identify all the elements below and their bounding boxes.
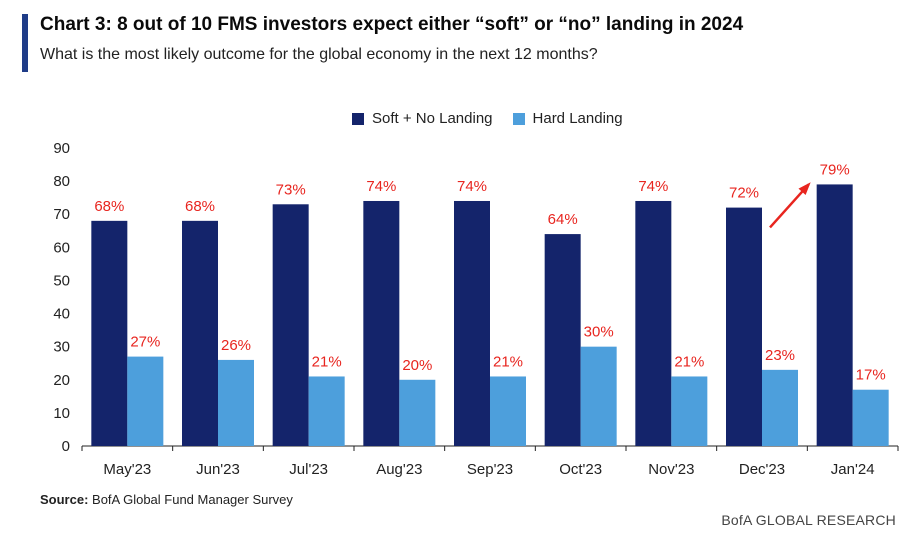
source-text: BofA Global Fund Manager Survey [88, 492, 293, 507]
data-label-hard: 20% [402, 357, 432, 374]
bar-soft-no-landing [91, 220, 128, 446]
y-tick-label: 90 [53, 140, 70, 157]
source-label: Source: [40, 492, 89, 507]
x-tick-label: Jul'23 [289, 461, 328, 478]
data-label-soft: 72% [729, 185, 759, 202]
data-label-hard: 17% [856, 367, 886, 384]
data-label-soft: 68% [94, 198, 124, 215]
y-tick-label: 30 [53, 339, 70, 356]
bar-soft-no-landing [272, 204, 309, 446]
data-label-soft: 64% [548, 211, 578, 228]
y-tick-label: 50 [53, 272, 70, 289]
y-tick-label: 40 [53, 306, 70, 323]
bar-soft-no-landing [182, 220, 218, 446]
data-label-soft: 74% [366, 178, 396, 195]
bar-hard-landing [852, 389, 889, 446]
trend-arrow-head [798, 182, 811, 195]
bar-soft-no-landing [726, 207, 762, 446]
bar-hard-landing [671, 376, 708, 446]
x-tick-label: Oct'23 [559, 461, 602, 478]
data-label-hard: 21% [493, 353, 523, 370]
data-label-soft: 73% [276, 181, 306, 198]
y-tick-label: 0 [62, 438, 70, 455]
data-label-soft: 74% [457, 178, 487, 195]
x-tick-label: May'23 [103, 461, 151, 478]
chart-subtitle: What is the most likely outcome for the … [40, 46, 598, 63]
chart-legend: Soft + No Landing Hard Landing [352, 110, 643, 127]
data-label-hard: 26% [221, 337, 251, 354]
data-label-soft: 68% [185, 198, 215, 215]
legend-item-soft: Soft + No Landing [352, 110, 493, 127]
bar-hard-landing [127, 356, 164, 446]
bar-hard-landing [308, 376, 345, 446]
data-label-hard: 23% [765, 347, 795, 364]
data-label-hard: 21% [312, 353, 342, 370]
title-accent-bar [22, 14, 28, 72]
bar-soft-no-landing [816, 184, 853, 446]
bar-hard-landing [218, 359, 254, 446]
x-tick-label: Nov'23 [648, 461, 694, 478]
y-tick-label: 80 [53, 173, 70, 190]
legend-swatch-hard [512, 112, 525, 125]
bar-hard-landing [580, 346, 617, 446]
legend-swatch-soft [352, 112, 364, 125]
y-tick-label: 70 [53, 206, 70, 223]
data-label-hard: 30% [584, 324, 614, 341]
x-tick-label: Aug'23 [376, 461, 422, 478]
legend-label-soft: Soft + No Landing [372, 110, 493, 127]
data-label-hard: 27% [130, 334, 160, 351]
data-label-soft: 74% [638, 178, 668, 195]
y-tick-label: 60 [53, 239, 70, 256]
y-tick-label: 20 [53, 372, 70, 389]
x-tick-label: Jun'23 [196, 461, 240, 478]
bar-soft-no-landing [454, 200, 490, 446]
x-tick-label: Sep'23 [467, 461, 513, 478]
chart-title: Chart 3: 8 out of 10 FMS investors expec… [40, 14, 744, 35]
legend-label-hard: Hard Landing [532, 110, 623, 127]
bar-hard-landing [490, 376, 526, 446]
brand-mark: BofA GLOBAL RESEARCH [721, 512, 896, 528]
data-label-soft: 79% [820, 161, 850, 178]
legend-item-hard: Hard Landing [512, 110, 623, 127]
y-tick-label: 10 [53, 405, 70, 422]
source-note: Source: BofA Global Fund Manager Survey [40, 492, 293, 507]
x-tick-label: Jan'24 [831, 461, 875, 478]
bar-soft-no-landing [544, 234, 581, 446]
data-label-hard: 21% [674, 353, 704, 370]
x-tick-label: Dec'23 [739, 461, 785, 478]
bar-soft-no-landing [363, 200, 400, 446]
bar-hard-landing [399, 379, 436, 446]
bar-soft-no-landing [635, 200, 672, 446]
bar-hard-landing [762, 369, 798, 446]
